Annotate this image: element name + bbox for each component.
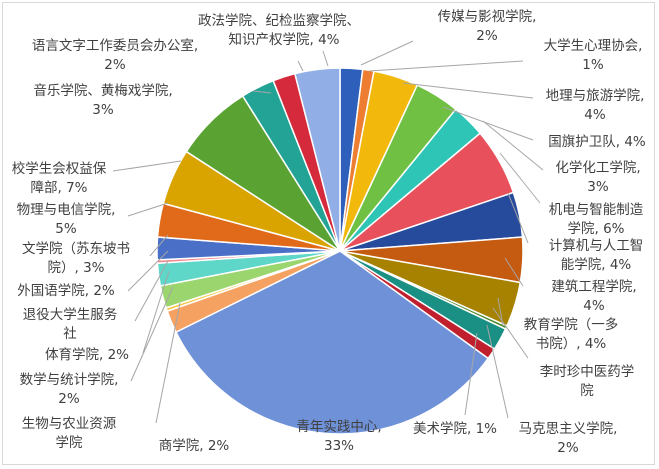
leader-line: [402, 82, 534, 99]
slice-label-jianzhu: 建筑工程学院, 4%: [551, 279, 636, 314]
leader-line: [297, 60, 304, 72]
leader-line: [130, 286, 174, 382]
slice-label-xinli: 大学生心理协会, 1%: [544, 38, 643, 73]
leader-line: [149, 234, 169, 257]
slice-label-guoqi: 国旗护卫队, 4%: [548, 134, 646, 150]
leader-line: [464, 332, 478, 416]
leader-line: [499, 152, 541, 204]
slice-label-waiguoyu: 外国语学院, 2%: [17, 283, 115, 299]
leader-line: [482, 120, 544, 171]
slice-label-wuli: 物理与电信学院, 5%: [17, 202, 116, 237]
leader-line: [134, 260, 169, 322]
slice-label-jiaoyu: 教育学院（一多书院）, 4%: [524, 316, 619, 352]
slice-label-jidian: 机电与智能制造学院, 6%: [549, 202, 644, 237]
leader-line: [442, 106, 534, 141]
slice-label-jisuanji: 计算机与人工智能学院, 4%: [549, 238, 644, 273]
leader-line: [368, 60, 524, 72]
slice-label-makesi: 马克思主义学院, 2%: [519, 421, 618, 456]
slice-label-wenxue: 文学院（苏东坡书院）, 3%: [22, 241, 130, 276]
leader-line: [507, 192, 529, 244]
slice-label-qingnian: 青年实践中心, 33%: [296, 419, 381, 454]
pie-slice-24: [293, 67, 341, 252]
slice-label-shuxue: 数学与统计学院, 2%: [20, 372, 119, 407]
slice-label-tiyu: 体育学院, 2%: [45, 347, 129, 363]
leader-line: [127, 202, 169, 217]
slice-label-meishu: 美术学院, 1%: [413, 421, 497, 437]
chart-frame: 政法学院、纪检监察学院、知识产权学院, 4% 传媒与影视学院, 2% 语言文字工作…: [2, 2, 655, 465]
slice-label-lishizhen: 李时珍中医药学院: [540, 364, 635, 399]
slice-label-shang: 商学院, 2%: [159, 438, 230, 454]
leader-line: [127, 250, 169, 292]
leader-line: [142, 270, 170, 354]
slice-label-zhengfa: 政法学院、纪检监察学院、知识产权学院, 4%: [198, 12, 360, 48]
slice-label-chuanmei: 传媒与影视学院, 2%: [438, 9, 537, 44]
leader-line: [112, 160, 182, 172]
slice-label-quanyi: 校学生会权益保障部, 7%: [12, 160, 107, 196]
leader-line: [252, 90, 272, 94]
leader-line: [504, 257, 524, 287]
pie-slices: [156, 67, 524, 435]
pie-chart: 政法学院、纪检监察学院、知识产权学院, 4% 传媒与影视学院, 2% 语言文字工作…: [12, 9, 646, 456]
leader-line: [492, 307, 529, 359]
leader-line: [486, 324, 509, 419]
leader-line: [155, 302, 181, 424]
slice-label-yinyue: 音乐学院、黄梅戏学院, 3%: [33, 82, 172, 118]
slice-label-tuiyi: 退役大学生服务社: [23, 307, 118, 342]
leader-line: [360, 40, 414, 66]
leader-lines: [112, 40, 544, 424]
slice-label-shengwu: 生物与农业资源学院: [22, 416, 117, 451]
pie-slice-12: [174, 250, 490, 435]
slice-label-yuyan: 语言文字工作委员会办公室, 2%: [32, 37, 198, 73]
leader-line: [322, 50, 329, 67]
slice-label-huaxue: 化学化工学院, 3%: [555, 160, 640, 195]
slice-label-dili: 地理与旅游学院, 4%: [546, 88, 645, 123]
slice-labels: 政法学院、纪检监察学院、知识产权学院, 4% 传媒与影视学院, 2% 语言文字工作…: [12, 9, 646, 456]
